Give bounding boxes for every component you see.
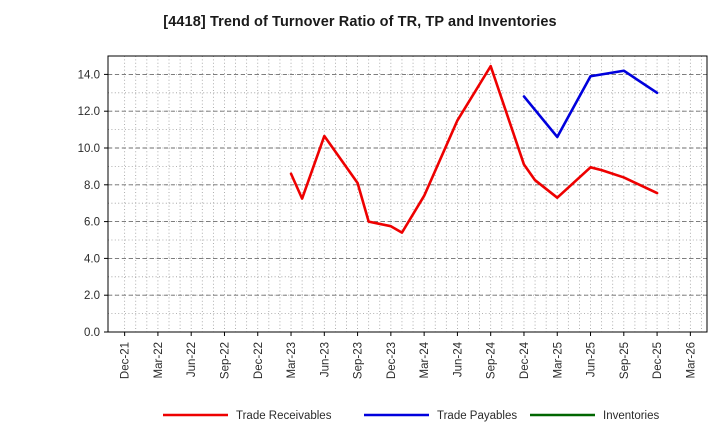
y-tick-label: 6.0	[84, 217, 100, 229]
chart-legend: Trade Receivables Trade Payables Inventori…	[163, 410, 660, 422]
x-tick-label: Jun-24	[452, 341, 464, 377]
x-tick-label: Dec-23	[386, 342, 398, 379]
x-tick-label: Dec-25	[652, 342, 664, 379]
x-tick-label: Sep-23	[353, 342, 365, 379]
y-tick-label: 0.0	[84, 327, 100, 339]
y-tick-label: 4.0	[84, 253, 100, 265]
legend-label-inventories: Inventories	[603, 410, 660, 422]
chart-title: [4418] Trend of Turnover Ratio of TR, TP…	[163, 14, 557, 30]
x-tick-label: Mar-26	[685, 342, 697, 378]
x-tick-label: Sep-22	[219, 342, 231, 379]
y-axis-labels: 0.0 2.0 4.0 6.0 8.0 10.0 12.0 14.0	[78, 69, 100, 339]
legend-label-trade-receivables: Trade Receivables	[236, 410, 332, 422]
x-tick-label: Jun-23	[319, 342, 331, 377]
x-tick-label: Mar-22	[153, 342, 165, 378]
y-axis-ticks	[104, 73, 108, 333]
x-tick-label: Sep-25	[619, 342, 631, 379]
x-axis-ticks	[124, 332, 691, 336]
legend-label-trade-payables: Trade Payables	[437, 410, 517, 422]
x-axis-labels: Dec-21 Mar-22 Jun-22 Sep-22 Dec-22 Mar-23 Jun-…	[120, 341, 698, 379]
y-tick-label: 14.0	[78, 69, 100, 81]
data-series-layer	[289, 64, 659, 234]
x-tick-label: Dec-22	[253, 342, 265, 379]
series-line-trade-payables	[522, 69, 659, 139]
x-tick-label: Jun-22	[186, 342, 198, 377]
x-tick-label: Dec-24	[519, 341, 531, 379]
x-tick-label: Mar-24	[419, 341, 431, 378]
y-tick-label: 10.0	[78, 143, 100, 155]
series-line-trade-receivables	[289, 64, 659, 234]
x-tick-label: Mar-25	[552, 342, 564, 378]
y-tick-label: 8.0	[84, 180, 100, 192]
x-tick-label: Sep-24	[486, 341, 498, 379]
plot-frame	[107, 55, 708, 333]
x-tick-label: Dec-21	[120, 342, 132, 379]
x-tick-label: Jun-25	[586, 342, 598, 377]
x-tick-label: Mar-23	[286, 342, 298, 378]
minor-gridlines	[108, 55, 707, 333]
y-tick-label: 12.0	[78, 106, 100, 118]
y-tick-label: 2.0	[84, 290, 100, 302]
